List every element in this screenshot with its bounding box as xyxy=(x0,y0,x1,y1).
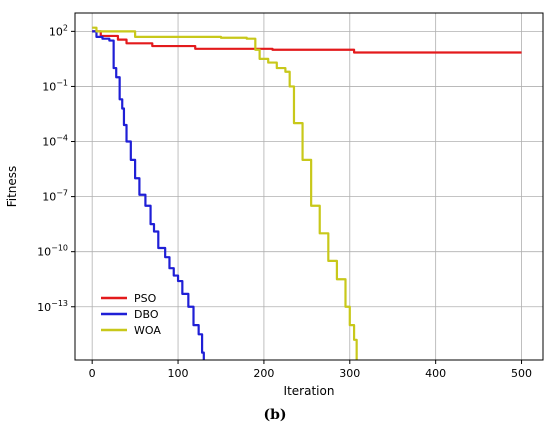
x-tick-label: 100 xyxy=(168,367,189,380)
grid-lines xyxy=(75,13,543,360)
y-axis: 102 10−1 10−4 10−7 10−10 10−13 xyxy=(37,23,75,314)
fitness-chart: 0 100 200 300 400 500 102 10−1 10−4 10−7 10−10 10−… xyxy=(5,12,544,398)
legend-label-pso: PSO xyxy=(134,292,157,305)
x-tick-label: 400 xyxy=(425,367,446,380)
y-tick-label: 10−10 xyxy=(37,244,68,259)
y-tick-label: 10−7 xyxy=(42,189,68,204)
x-axis-label: Iteration xyxy=(284,384,335,398)
x-tick-label: 500 xyxy=(511,367,532,380)
y-axis-label: Fitness xyxy=(5,166,19,208)
x-tick-label: 300 xyxy=(339,367,360,380)
plot-area xyxy=(75,13,543,360)
figure-subcaption: (b) xyxy=(263,407,287,423)
plot-frame xyxy=(74,12,544,361)
legend: PSO DBO WOA xyxy=(101,292,161,337)
y-tick-label: 10−13 xyxy=(37,299,68,314)
x-tick-label: 200 xyxy=(253,367,274,380)
series-line-dbo xyxy=(92,30,205,360)
y-tick-label: 102 xyxy=(49,23,68,38)
series-line-pso xyxy=(92,30,522,54)
legend-label-woa: WOA xyxy=(134,324,161,337)
legend-label-dbo: DBO xyxy=(134,308,159,321)
x-tick-label: 0 xyxy=(89,367,96,380)
y-tick-label: 10−1 xyxy=(42,78,68,93)
series-line-woa xyxy=(92,26,358,360)
y-tick-label: 10−4 xyxy=(42,134,68,149)
x-axis: 0 100 200 300 400 500 xyxy=(89,360,532,380)
series-layer xyxy=(92,26,522,360)
